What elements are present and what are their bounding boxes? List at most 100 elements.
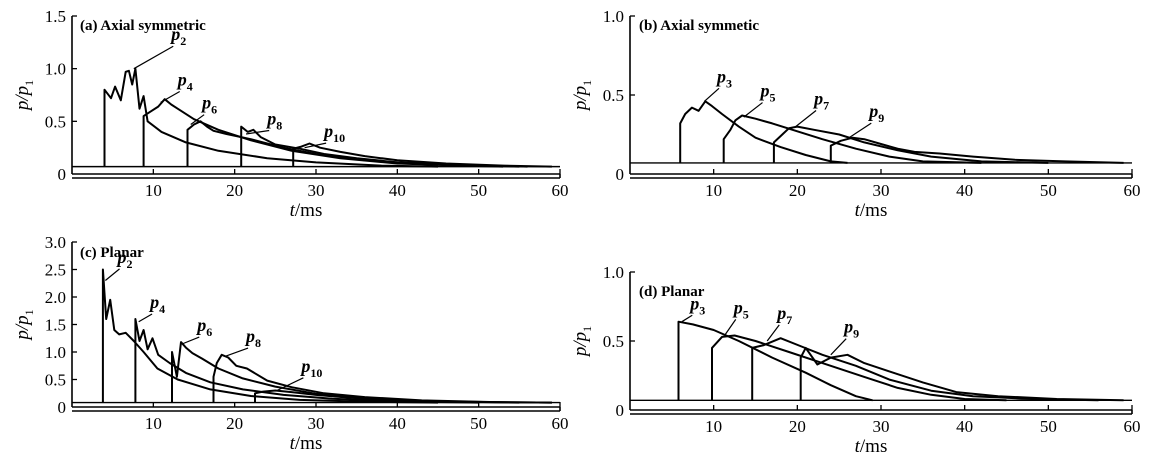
- x-tick-label: 30: [308, 181, 325, 200]
- y-axis-label-sub: 1: [580, 80, 594, 86]
- y-axis-label-main: p/p: [570, 332, 591, 358]
- series-p2-line: [101, 268, 439, 404]
- y-tick-label: 3.0: [45, 233, 66, 252]
- peak-label-main: p: [299, 356, 310, 376]
- peak-label-sub: 9: [878, 111, 884, 125]
- panel-title: (a) Axial symmetric: [80, 18, 206, 34]
- peak-label-p6: p6: [200, 93, 217, 117]
- x-tick-label: 10: [145, 414, 162, 433]
- peak-label-sub: 10: [333, 131, 345, 145]
- peak-pointer-p9: [848, 122, 872, 139]
- y-axis-label-main: p/p: [570, 86, 591, 112]
- peak-label-main: p: [867, 101, 878, 121]
- x-tick-label: 30: [873, 417, 890, 436]
- x-tick-label: 10: [145, 181, 162, 200]
- x-tick-label: 40: [956, 181, 973, 200]
- panel-title: (d) Planar: [639, 284, 705, 300]
- x-tick-label: 50: [1040, 417, 1057, 436]
- x-tick-label: 10: [705, 181, 722, 200]
- peak-label-p5: p5: [732, 297, 749, 321]
- y-tick-label: 1.0: [45, 60, 66, 79]
- x-tick-label: 50: [1040, 181, 1057, 200]
- series-p7-line: [772, 125, 1049, 164]
- x-tick-label: 30: [873, 181, 890, 200]
- peak-label-main: p: [116, 247, 127, 267]
- peak-label-main: p: [732, 297, 743, 317]
- y-tick-label: 1.5: [45, 7, 66, 26]
- series-p6-line: [186, 120, 520, 168]
- peak-label-main: p: [148, 292, 159, 312]
- y-tick-label: 0.5: [45, 371, 66, 390]
- peak-pointer-p2: [133, 45, 174, 70]
- peak-label-main: p: [688, 293, 699, 313]
- peak-pointer-p3: [681, 314, 693, 323]
- peak-label-p2: p2: [169, 24, 186, 48]
- x-tick-label: 50: [470, 414, 487, 433]
- x-tick-label: 10: [705, 417, 722, 436]
- peak-label-main: p: [244, 326, 255, 346]
- peak-label-p3: p3: [715, 66, 732, 90]
- peak-label-main: p: [176, 70, 187, 90]
- x-tick-label: 50: [470, 181, 487, 200]
- peak-label-p4: p4: [176, 70, 193, 94]
- series-p5-line: [711, 334, 1007, 402]
- peak-pointer-p7: [766, 324, 780, 342]
- peak-label-sub: 5: [743, 307, 749, 321]
- series-p5-line: [722, 114, 982, 164]
- peak-label-sub: 3: [699, 303, 705, 317]
- peak-pointer-p3: [704, 87, 720, 102]
- peak-label-main: p: [200, 93, 211, 113]
- x-tick-label: 40: [389, 181, 406, 200]
- peak-label-sub: 5: [770, 91, 776, 105]
- y-tick-label: 2.5: [45, 261, 66, 280]
- peak-label-p3: p3: [688, 293, 705, 317]
- y-tick-label: 1.0: [603, 263, 624, 282]
- y-tick-label: 0: [58, 165, 67, 184]
- y-tick-label: 0.5: [603, 86, 624, 105]
- y-axis-label-sub: 1: [22, 309, 36, 315]
- y-axis-label-sub: 1: [22, 80, 36, 86]
- x-tick-label: 60: [552, 181, 569, 200]
- peak-label-main: p: [759, 81, 770, 101]
- peak-pointer-p5: [724, 319, 737, 336]
- y-tick-label: 0: [616, 401, 625, 420]
- y-axis-label: p/p1: [12, 80, 36, 112]
- peak-pointer-p8: [245, 129, 270, 135]
- x-axis-label-main: t: [855, 436, 861, 457]
- peak-pointer-p9: [830, 338, 847, 356]
- x-tick-label: 20: [789, 417, 806, 436]
- y-axis-label-main: p/p: [12, 315, 33, 341]
- series-p2-line: [103, 67, 439, 168]
- y-axis-label: p/p1: [570, 326, 594, 358]
- series-p6-line: [171, 341, 520, 404]
- x-tick-label: 60: [552, 414, 569, 433]
- peak-label-main: p: [715, 66, 726, 86]
- panel-a: 0 0.5 1.0 1.5 10 20 30 40 50 60 (a) Axial symmetri…: [12, 7, 569, 221]
- peak-pointer-p4: [160, 90, 181, 103]
- peak-label-main: p: [322, 121, 333, 141]
- series-p3-line: [677, 320, 873, 402]
- peak-label-p5: p5: [759, 81, 776, 105]
- peak-label-sub: 2: [180, 34, 186, 48]
- x-axis-label: t/ms: [855, 200, 888, 221]
- peak-label-p7: p7: [812, 88, 829, 112]
- peak-label-sub: 4: [159, 302, 165, 316]
- x-tick-label: 60: [1124, 417, 1141, 436]
- peak-label-sub: 6: [211, 103, 217, 117]
- peak-label-sub: 9: [853, 327, 859, 341]
- peak-label-sub: 4: [187, 80, 193, 94]
- peak-label-sub: 2: [127, 257, 133, 271]
- y-tick-label: 0: [58, 398, 67, 417]
- x-axis-label-main: t: [290, 433, 296, 454]
- x-axis-label-unit: /ms: [295, 200, 322, 221]
- x-axis-label-unit: /ms: [295, 433, 322, 454]
- peak-pointer-p6: [182, 336, 200, 345]
- x-axis-label-unit: /ms: [860, 200, 887, 221]
- y-tick-label: 0: [616, 165, 625, 184]
- y-tick-label: 1.0: [45, 343, 66, 362]
- peak-pointer-p5: [743, 102, 763, 118]
- y-tick-label: 0.5: [45, 112, 66, 131]
- series-p3-line: [679, 100, 848, 164]
